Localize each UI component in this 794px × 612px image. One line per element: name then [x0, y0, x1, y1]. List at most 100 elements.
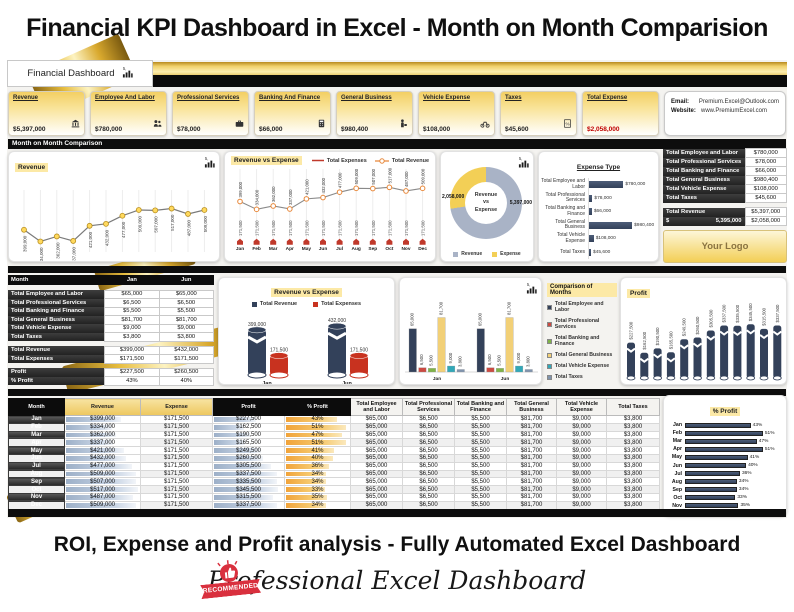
svg-text:65,000: 65,000 [478, 312, 483, 326]
donut-revenue-label: 5,397,000 [509, 200, 532, 206]
hbar-value: $45,600 [593, 249, 611, 255]
svg-text:Feb: Feb [640, 384, 648, 385]
hbar-row: Aug 34% [664, 478, 786, 486]
hbar [589, 181, 624, 189]
svg-text:Jan: Jan [262, 381, 272, 385]
hbar-value: 33% [737, 495, 747, 501]
svg-text:171,500: 171,500 [271, 220, 276, 236]
section-divider [8, 389, 786, 396]
table-row: Total Employee and Labor $65,000 $65,000 [8, 289, 215, 299]
svg-text:Jun: Jun [319, 246, 328, 251]
hbar-value: $108,000 [595, 236, 616, 242]
table-row: Total Taxes $3,800 $3,800 [8, 332, 215, 342]
table-row: Total Professional Services $6,500 $6,500 [8, 298, 215, 308]
sheet-tab-label: Financial Dashboard [27, 68, 115, 79]
svg-text:6,500: 6,500 [487, 354, 492, 365]
hbar-value: $78,000 [594, 195, 612, 201]
revenue-vs-expense-donut-panel: 5, Revenue vs Expense 5,397,000 2,058,000 Reve… [440, 151, 534, 262]
svg-text:Dec: Dec [773, 384, 782, 385]
hbar-value: $780,000 [625, 182, 646, 188]
hbar-value: 34% [738, 487, 749, 493]
svg-text:171,500: 171,500 [304, 220, 309, 236]
hbar-row: Nov 35% [664, 502, 786, 510]
svg-text:$165,500: $165,500 [668, 331, 673, 350]
kpi-label: Taxes [505, 95, 522, 101]
hbar [685, 438, 757, 444]
table-row: Sep $507,000 $171,500 $335,500 34% $65,000 $6,… [8, 477, 660, 487]
website-link[interactable]: www.PremiumExcel.com [701, 108, 768, 115]
svg-text:171,500: 171,500 [404, 220, 409, 236]
chart-title: Profit [627, 289, 650, 298]
svg-text:362,000: 362,000 [55, 242, 60, 259]
mini-chart-icon: 5, [526, 282, 537, 294]
kpi-card-banking-and-finance: Banking And Finance $66,000 [254, 91, 331, 136]
revenue-vs-expense-column-chart: 399,000 171,500 Jan 432,000 171,500 Jun [247, 318, 369, 385]
column-header: Total Banking and Finance [454, 398, 507, 416]
hbar-label: Mar [672, 438, 682, 445]
sheet-tab-financial-dashboard[interactable]: Financial Dashboard 5, [7, 60, 153, 87]
svg-text:421,000: 421,000 [304, 179, 309, 195]
kpi-value: $780,000 [95, 126, 123, 133]
kpi-card-taxes: Taxes $45,600% [500, 91, 577, 136]
bottom-title: ROI, Expense and Profit analysis - Fully… [53, 533, 741, 556]
hbar-label: May [671, 454, 682, 461]
totals-summary-panel: Total Employee and Labor $780,000 Total Pr… [663, 148, 787, 263]
svg-text:477,000: 477,000 [338, 172, 343, 188]
kpi-label: Total Expense [587, 95, 628, 101]
legend-item: Total Taxes [547, 374, 617, 380]
column-header: Expense [140, 398, 213, 416]
svg-text:Jan: Jan [627, 384, 635, 385]
column-header: % Profit [284, 398, 351, 416]
svg-text:507,000: 507,000 [154, 216, 159, 233]
hbar-row: Apr 51% [664, 445, 786, 453]
main-data-table: Month Revenue Expense Profit% Profit Total E… [8, 398, 660, 510]
hbar-row: Total Taxes $45,600 [541, 245, 656, 259]
svg-text:171,500: 171,500 [255, 220, 260, 236]
email-link[interactable]: Premium.Excel@Outlook.com [698, 99, 779, 105]
mini-chart-icon: 5, [518, 156, 529, 168]
hbar [589, 194, 593, 202]
svg-text:6,500: 6,500 [419, 354, 424, 365]
hbar-label: Total Vehicle Expense [556, 232, 585, 244]
svg-text:81,700: 81,700 [506, 301, 511, 315]
hbar [685, 503, 739, 509]
svg-text:Jan: Jan [433, 376, 441, 382]
table-row: Apr $337,000 $171,500 $165,500 51% $65,000 $6,… [8, 438, 660, 448]
svg-text:$335,500: $335,500 [735, 304, 740, 323]
hbar-row: Total Vehicle Expense $108,000 [541, 232, 656, 246]
table-row: Total Banking and Finance $5,500 $5,500 [8, 306, 215, 316]
table-row: Oct $517,000 $171,500 $345,500 33% $65,000 $6,… [8, 485, 660, 494]
mini-chart-icon: 5, [122, 66, 133, 78]
hbar-value: 35% [740, 503, 751, 509]
svg-text:$260,500: $260,500 [695, 316, 700, 335]
hbar [685, 430, 763, 436]
profit-column-chart-panel: Profit$227,500Jan$162,500Feb$190,500Mar$… [620, 277, 787, 385]
legend-total-revenue: Total Revenue [251, 301, 297, 307]
svg-text:$162,500: $162,500 [642, 331, 647, 350]
svg-text:Jun: Jun [501, 376, 510, 382]
hbar-label: Oct [673, 494, 682, 501]
svg-text:171,500: 171,500 [338, 220, 343, 236]
hbar-row: Oct 33% [664, 494, 786, 502]
hbar-value: 47% [758, 438, 769, 444]
hbar-label: Total General Business [555, 218, 585, 231]
svg-text:509,000: 509,000 [203, 215, 208, 232]
column-header: Profit [212, 398, 285, 416]
table-row: Total Revenue $399,000 $432,000 [8, 345, 215, 355]
svg-text:171,500: 171,500 [387, 220, 392, 236]
table-row: % Profit 43% 40% [8, 376, 215, 386]
kpi-value: $108,000 [423, 126, 451, 133]
svg-text:3,800: 3,800 [458, 356, 463, 367]
hbar-label: Aug [671, 478, 682, 485]
your-logo-placeholder: Your Logo [663, 230, 787, 263]
kpi-value: $2,058,000 [587, 126, 620, 133]
svg-text:%: % [566, 121, 570, 126]
revenue-line-chart-panel: Revenue 5, 399,000Jan334,000Feb362,000Mar3… [8, 151, 220, 262]
kpi-card-revenue: Revenue $5,397,000 [8, 91, 85, 136]
hbar [685, 487, 737, 493]
legend-item: Total General Business [547, 352, 617, 358]
svg-text:$190,500: $190,500 [655, 327, 660, 346]
kpi-card-professional-services: Professional Services $78,000 [172, 91, 249, 136]
svg-text:171,500: 171,500 [421, 220, 426, 236]
svg-text:Apr: Apr [667, 384, 675, 385]
